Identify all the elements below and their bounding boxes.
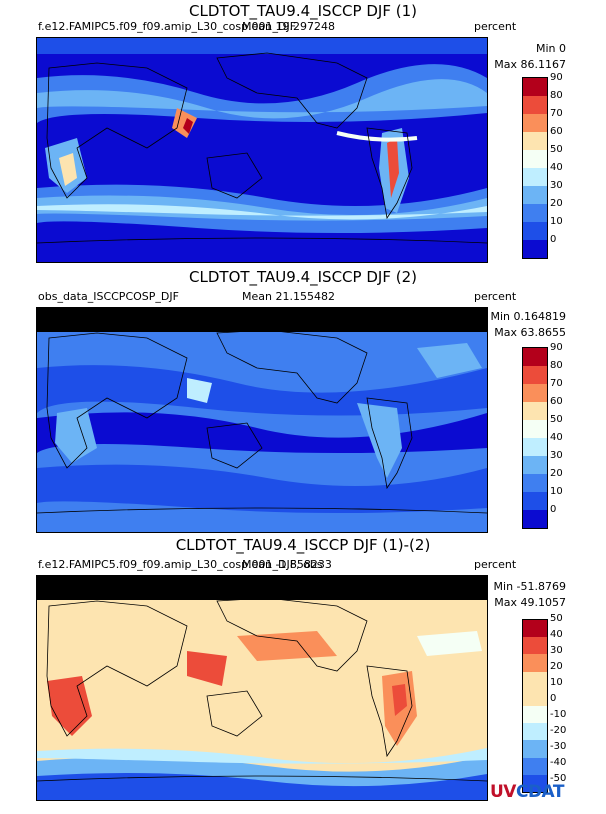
panel-min-label: Min 0 [535,42,566,55]
color-bar [522,619,548,793]
panel-mean-label: Mean 19.297248 [242,20,335,33]
panel-units-label: percent [474,558,517,571]
panel-max-label: Max 49.1057 [494,596,566,609]
panel-left-label: obs_data_ISCCPCOSP_DJF [38,290,179,303]
tick-label: 80 [550,90,563,101]
tick-label: 10 [550,486,563,497]
tick-label: 10 [550,216,563,227]
tick-label: 20 [550,661,563,672]
tick-label: 50 [550,613,563,624]
panel-mean-label: Mean -1.858233 [242,558,332,571]
panel-min-label: Min 0.164819 [490,310,566,323]
tick-label: 80 [550,360,563,371]
world-map [36,575,488,801]
tick-label: -50 [550,773,567,784]
tick-label: 30 [550,180,563,191]
tick-label: 60 [550,396,563,407]
panel-title: CLDTOT_TAU9.4_ISCCP DJF (1) [189,2,417,20]
tick-label: 90 [550,342,563,353]
tick-label: 0 [550,504,557,515]
tick-label: 70 [550,378,563,389]
panel-left-label: f.e12.FAMIPC5.f09_f09.amip_L30_cosp.001_… [38,20,297,33]
color-bar [522,347,548,529]
tick-label: 30 [550,450,563,461]
panel-left-label: f.e12.FAMIPC5.f09_f09.amip_L30_cosp.001_… [38,558,323,571]
tick-label: 20 [550,468,563,479]
panel-max-label: Max 63.8655 [494,326,566,339]
tick-label: 40 [550,629,563,640]
tick-label: 0 [550,693,557,704]
panel-title: CLDTOT_TAU9.4_ISCCP DJF (2) [189,268,417,286]
panel-min-label: Min -51.8769 [493,580,566,593]
panel-units-label: percent [474,20,517,33]
logo-text-b: CDAT [515,782,565,802]
uvcdat-logo: UVCDAT [490,782,565,802]
panel-title: CLDTOT_TAU9.4_ISCCP DJF (1)-(2) [175,536,431,554]
world-map [36,37,488,263]
tick-label: 50 [550,414,563,425]
tick-label: 10 [550,677,563,688]
tick-label: 40 [550,162,563,173]
tick-label: 60 [550,126,563,137]
tick-label: 40 [550,432,563,443]
panel-max-label: Max 86.1167 [494,58,566,71]
panel-units-label: percent [474,290,517,303]
tick-label: 30 [550,645,563,656]
tick-label: -10 [550,709,567,720]
tick-label: 90 [550,72,563,83]
logo-text-a: UV [490,782,516,802]
tick-label: -20 [550,725,567,736]
tick-label: -30 [550,741,567,752]
tick-label: -40 [550,757,567,768]
tick-label: 50 [550,144,563,155]
tick-label: 0 [550,234,557,245]
tick-label: 20 [550,198,563,209]
color-bar [522,77,548,259]
panel-mean-label: Mean 21.155482 [242,290,335,303]
world-map [36,307,488,533]
tick-label: 70 [550,108,563,119]
